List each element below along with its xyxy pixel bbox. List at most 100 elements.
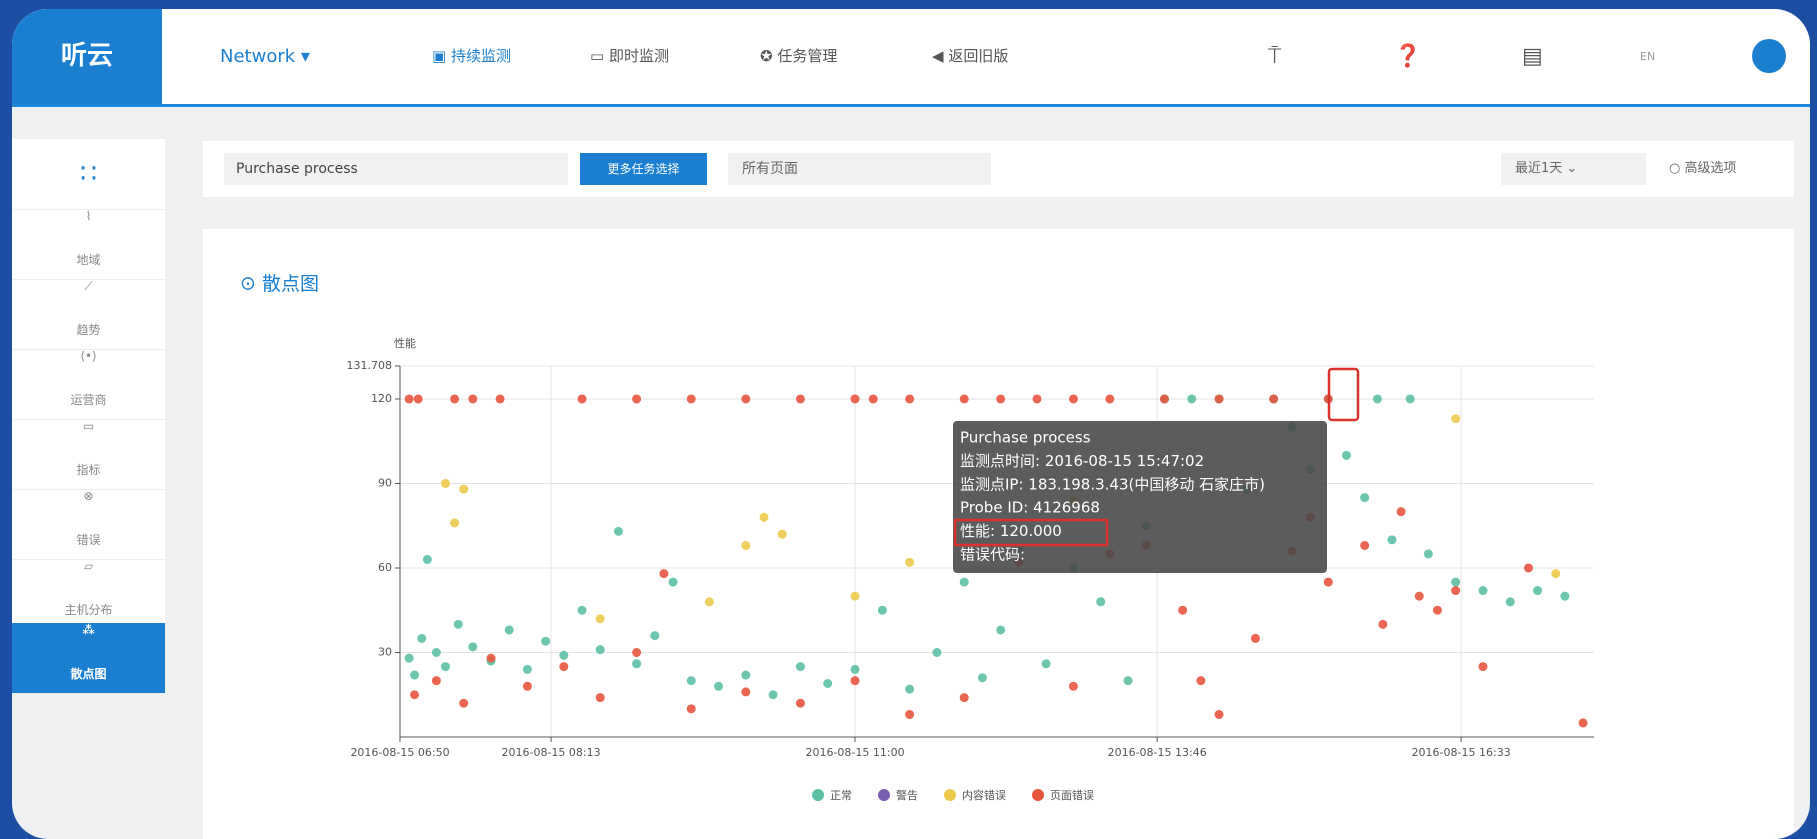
x-tick-label: 2016-08-15 13:46 <box>1108 746 1207 759</box>
product-select[interactable]: Network ▾ <box>220 46 310 67</box>
point <box>1414 591 1424 601</box>
point <box>741 394 751 404</box>
legend-swatch <box>944 789 956 801</box>
chart-title: ⊙ 散点图 <box>240 273 319 295</box>
point <box>714 681 724 691</box>
alert-icon[interactable]: ⍑ <box>1268 44 1282 69</box>
point <box>850 664 860 674</box>
point <box>650 631 660 641</box>
task-input[interactable]: Purchase process <box>224 153 568 185</box>
point <box>1214 709 1224 719</box>
point <box>422 555 432 565</box>
y-tick-label: 30 <box>378 645 392 658</box>
point <box>450 518 460 528</box>
y-axis-label: 性能 <box>394 336 416 350</box>
point <box>668 577 678 587</box>
point <box>417 633 427 643</box>
point <box>1578 718 1588 728</box>
point <box>1478 662 1488 672</box>
nav-label: 持续监测 <box>450 47 511 65</box>
point <box>522 664 532 674</box>
point <box>759 512 769 522</box>
point <box>877 605 887 615</box>
side-label: 指标 <box>76 463 101 477</box>
point <box>1105 394 1115 404</box>
point <box>1396 507 1406 517</box>
side-item[interactable]: ▭ 指标 <box>12 419 165 490</box>
point <box>1269 394 1279 404</box>
point <box>768 690 778 700</box>
tooltip-bg <box>953 421 1327 573</box>
point <box>1178 605 1188 615</box>
nav-item[interactable]: ▭ 即时监测 <box>590 47 669 65</box>
point <box>1387 535 1397 545</box>
point <box>1250 633 1260 643</box>
user-avatar[interactable] <box>1752 39 1786 73</box>
point <box>577 605 587 615</box>
side-label: 地域 <box>76 253 101 267</box>
point <box>410 670 420 680</box>
product: Network <box>220 46 296 67</box>
side-item-active[interactable]: ⁂ 散点图 <box>12 623 165 694</box>
tooltip-line: Purchase process <box>960 429 1091 447</box>
advanced-label: 高级选项 <box>1684 161 1737 176</box>
y-tick-label: 131.708 <box>347 359 393 372</box>
point <box>413 394 423 404</box>
point <box>1451 577 1461 587</box>
point <box>704 597 714 607</box>
side-item[interactable]: ⌇ 地域 <box>12 209 165 280</box>
point <box>632 659 642 669</box>
y-tick-label: 90 <box>378 476 392 489</box>
point <box>1360 540 1370 550</box>
point <box>559 662 569 672</box>
brand[interactable]: 听云 <box>12 9 162 104</box>
point <box>1478 586 1488 596</box>
point <box>850 591 860 601</box>
legend-label: 页面错误 <box>1050 788 1094 802</box>
point <box>450 394 460 404</box>
point <box>795 394 805 404</box>
point <box>1068 394 1078 404</box>
nav-item[interactable]: ✪ 任务管理 <box>760 47 838 65</box>
point <box>459 698 469 708</box>
range-select[interactable]: 最近1天 ⌄ <box>1501 153 1646 185</box>
more-button[interactable]: 更多任务选择 <box>580 153 707 185</box>
help-icon[interactable]: ❓ <box>1394 44 1422 69</box>
side-item[interactable]: ⟨•⟩ 运营商 <box>12 349 165 420</box>
menu-icon[interactable]: ∷ <box>12 139 165 210</box>
sidebar: ∷ ⌇ 地域 ⟋ 趋势 ⟨•⟩ 运营商 ▭ 指标 ⊗ 错误 ▱ 主机分布 ⁂ 散点图 <box>12 139 165 694</box>
page-select[interactable]: 所有页面 <box>728 153 991 185</box>
nav-item[interactable]: ▣ 持续监测 <box>432 47 511 65</box>
advanced[interactable]: ○ 高级选项 <box>1669 161 1737 176</box>
point <box>741 687 751 697</box>
point <box>1068 681 1078 691</box>
x-tick-label: 2016-08-15 16:33 <box>1412 746 1511 759</box>
highlight <box>1327 367 1360 422</box>
tooltip-highlight <box>953 518 1109 547</box>
tooltip-line: Probe ID: 4126968 <box>960 499 1100 517</box>
point <box>504 625 514 635</box>
point <box>1187 394 1197 404</box>
point <box>1378 619 1388 629</box>
point <box>977 673 987 683</box>
point <box>905 709 915 719</box>
point <box>1451 414 1461 424</box>
point <box>522 681 532 691</box>
point <box>486 653 496 663</box>
point <box>595 693 605 703</box>
point <box>577 394 587 404</box>
point <box>1214 394 1224 404</box>
nav-item[interactable]: ◀ 返回旧版 <box>932 47 1009 65</box>
lang[interactable]: EN <box>1640 50 1656 63</box>
doc-icon[interactable]: ▤ <box>1522 44 1543 69</box>
point <box>1551 569 1561 579</box>
top-nav: 听云 Network ▾ ▣ 持续监测 ▭ 即时监测 ✪ 任务管理 ◀ 返回旧版… <box>12 9 1810 107</box>
side-item[interactable]: ⊗ 错误 <box>12 489 165 560</box>
x-tick-label: 2016-08-15 11:00 <box>805 746 904 759</box>
point <box>959 394 969 404</box>
point <box>595 614 605 624</box>
point <box>959 693 969 703</box>
point <box>541 636 551 646</box>
point <box>1341 450 1351 460</box>
side-item[interactable]: ⟋ 趋势 <box>12 279 165 350</box>
